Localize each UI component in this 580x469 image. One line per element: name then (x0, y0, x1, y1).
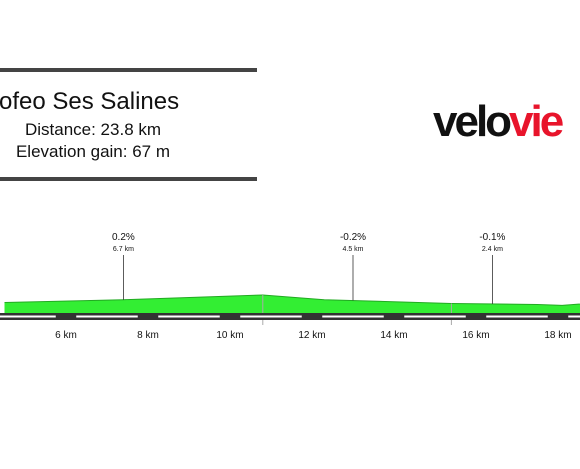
logo-part-view: vie (509, 97, 564, 146)
x-tick-label: 10 km (216, 330, 243, 341)
veloviewer-logo: velovie (433, 97, 564, 146)
climb-length-label: 6.7 km (113, 246, 134, 253)
climb-gradient-label: -0.2% (340, 232, 366, 243)
profile-area (4, 294, 580, 313)
race-elevation-gain: Elevation gain: 67 m (15, 142, 171, 161)
x-tick-label: 6 km (55, 330, 77, 341)
x-tick-label: 18 km (544, 330, 571, 341)
climb-length-label: 2.4 km (482, 246, 503, 253)
elevation-profile-chart: 6 km 8 km 10 km 12 km 14 km 16 km 18 km 0.2% 6.7… (0, 232, 580, 341)
x-tick-label: 12 km (298, 330, 325, 341)
panel-top-rule (0, 68, 257, 72)
x-tick-label: 14 km (380, 330, 407, 341)
logo-part-velo: velo (433, 97, 512, 146)
x-tick-label: 8 km (137, 330, 159, 341)
x-tick-label: 16 km (462, 330, 489, 341)
panel-bottom-rule (0, 177, 257, 181)
climb-length-label: 4.5 km (342, 246, 363, 253)
race-name: rofeo Ses Salines (0, 88, 180, 115)
climb-gradient-label: 0.2% (112, 232, 135, 243)
race-distance: Distance: 23.8 km (24, 120, 162, 139)
race-info-panel: rofeo Ses Salines Distance: 23.8 km Elev… (0, 68, 257, 183)
climb-gradient-label: -0.1% (479, 232, 505, 243)
